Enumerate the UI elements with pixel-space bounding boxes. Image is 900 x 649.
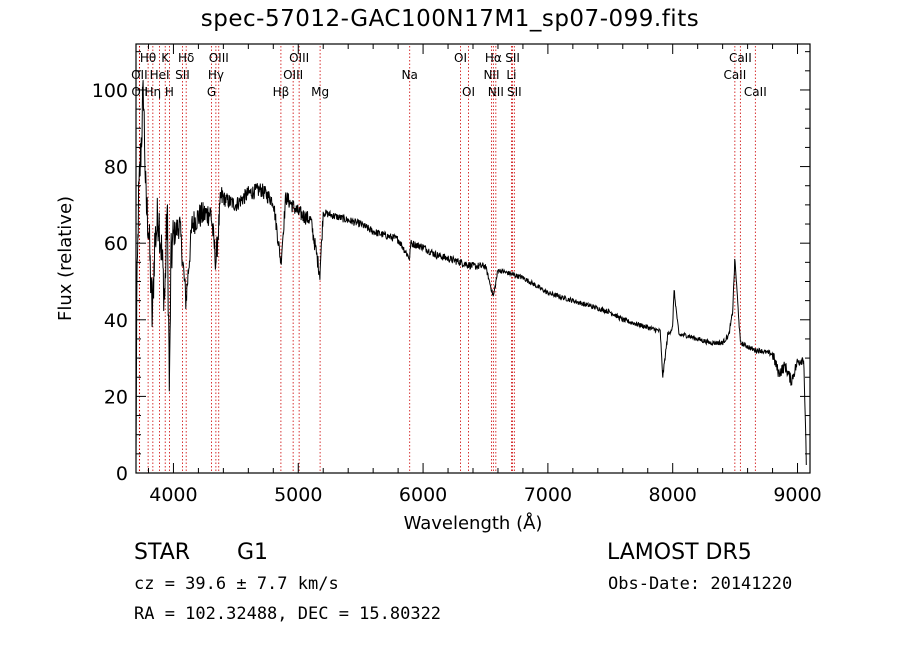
x-tick-label: 7000 [524,484,572,506]
redshift-text: cz = 39.6 ± 7.7 km/s [134,574,339,594]
object-class: STAR [134,540,191,565]
line-label: H [165,85,174,99]
line-label: NII [488,85,504,99]
y-tick-label: 60 [104,233,128,255]
x-tick-label: 8000 [649,484,697,506]
y-axis-label: Flux (relative) [55,196,76,321]
line-label: OIII [289,51,309,65]
line-label: NII [483,68,499,82]
x-axis-label: Wavelength (Å) [404,512,543,534]
y-tick-label: 40 [104,310,128,332]
spectrum-series [135,80,807,466]
y-tick-label: 80 [104,157,128,179]
line-label: Hγ [208,68,224,82]
line-label: HeI [150,68,170,82]
line-label: OI [462,85,475,99]
line-label: SII [505,51,520,65]
line-label: CaII [744,85,767,99]
x-tick-label: 5000 [274,484,322,506]
chart-title: spec-57012-GAC100N17M1_sp07-099.fits [200,6,700,32]
line-label: Hδ [178,51,194,65]
line-label: OII [131,85,148,99]
x-tick-label: 6000 [399,484,447,506]
spectrum-line [135,80,807,466]
line-label: Hα [485,51,502,65]
x-tick-label: 4000 [149,484,197,506]
y-tick-label: 0 [116,463,128,485]
object-subclass: G1 [237,540,269,565]
tick-labels: 4000 5000 6000 7000 8000 9000 0 20 40 60 80 100 [92,80,822,506]
plot-frame [135,43,811,474]
line-label: OII [131,68,148,82]
survey-name: LAMOST DR5 [607,540,752,565]
line-label: OI [454,51,467,65]
line-label: CaII [729,51,752,65]
line-label: CaII [723,68,746,82]
line-label: OIII [209,51,229,65]
y-tick-label: 20 [104,386,128,408]
line-label: Hθ [140,51,156,65]
line-label: K [161,51,170,65]
line-label: SII [507,85,522,99]
x-tick-label: 9000 [773,484,821,506]
line-label: OIII [283,68,303,82]
line-label: G [207,85,216,99]
line-label: Li [506,68,516,82]
coordinates: RA = 102.32488, DEC = 15.80322 [134,604,442,624]
y-tick-label: 100 [92,80,128,102]
axis-ticks [136,44,810,474]
obs-date: Obs-Date: 20141220 [608,574,793,594]
line-label: SII [175,68,190,82]
line-label: Hβ [273,85,290,99]
line-label: Hη [145,85,162,99]
line-label: Mg [311,85,329,99]
line-label: Na [402,68,418,82]
